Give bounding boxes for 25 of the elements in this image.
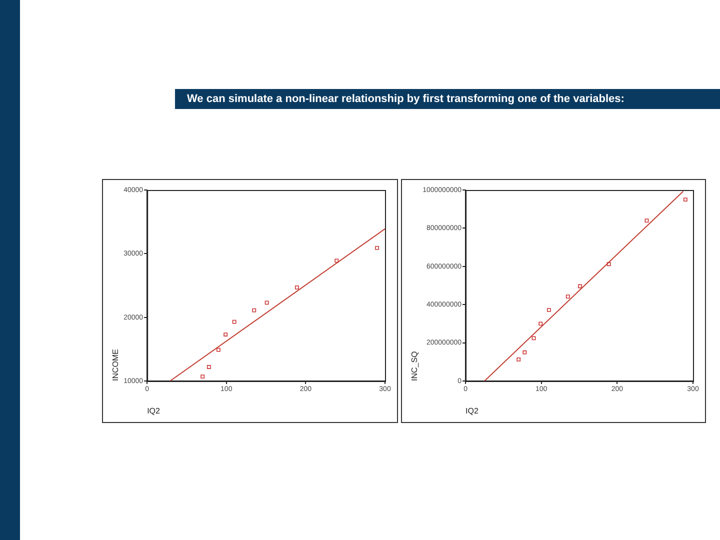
point bbox=[224, 332, 228, 336]
point bbox=[295, 285, 299, 290]
point bbox=[264, 300, 269, 305]
y-axis-title: INCOME bbox=[111, 349, 120, 381]
point bbox=[252, 308, 256, 312]
point bbox=[516, 357, 521, 362]
point bbox=[206, 365, 211, 369]
point bbox=[522, 350, 527, 354]
point bbox=[200, 374, 205, 378]
point bbox=[546, 308, 551, 312]
point bbox=[532, 336, 536, 340]
point bbox=[578, 284, 582, 288]
point bbox=[375, 246, 380, 250]
x-axis-title: IQ2 bbox=[466, 406, 479, 416]
point bbox=[606, 262, 611, 266]
point bbox=[216, 348, 220, 352]
x-axis-title: IQ2 bbox=[147, 406, 161, 416]
point bbox=[538, 322, 543, 326]
chart-title: We can simulate a non-linear relationship by first transforming one of the variables: bbox=[175, 89, 720, 109]
y-axis-title: INC_SQ bbox=[410, 351, 420, 381]
point bbox=[334, 258, 339, 263]
point bbox=[683, 198, 688, 202]
point bbox=[566, 294, 570, 299]
point bbox=[232, 320, 236, 324]
point bbox=[644, 218, 649, 223]
